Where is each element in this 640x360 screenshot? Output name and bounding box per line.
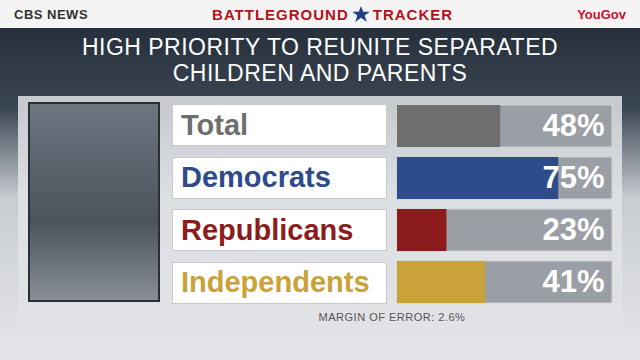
html-text:MARGIN OF ERROR: 2.6%: MARGIN OF ERROR: 2.6% [318,311,466,323]
svg-text:48%: 48% [542,108,604,143]
html-text:YouGov: YouGov [577,6,626,22]
svg-text:41%: 41% [542,264,604,299]
html-text:Independents: Independents [181,266,370,299]
svg-text:75%: 75% [542,160,604,195]
html-text:Republicans: Republicans [181,213,354,246]
html-text:Democrats: Democrats [181,161,331,194]
html-text:CBS NEWS: CBS NEWS [14,6,89,22]
html-text:BATTLEGROUND: BATTLEGROUND [212,5,349,23]
html-text:TRACKER: TRACKER [372,5,454,23]
html-text:HIGH PRIORITY TO REUNITE SEPAR: HIGH PRIORITY TO REUNITE SEPARATED CHILD… [81,34,559,86]
html-text:Total: Total [181,108,249,141]
svg-text:23%: 23% [542,212,604,247]
